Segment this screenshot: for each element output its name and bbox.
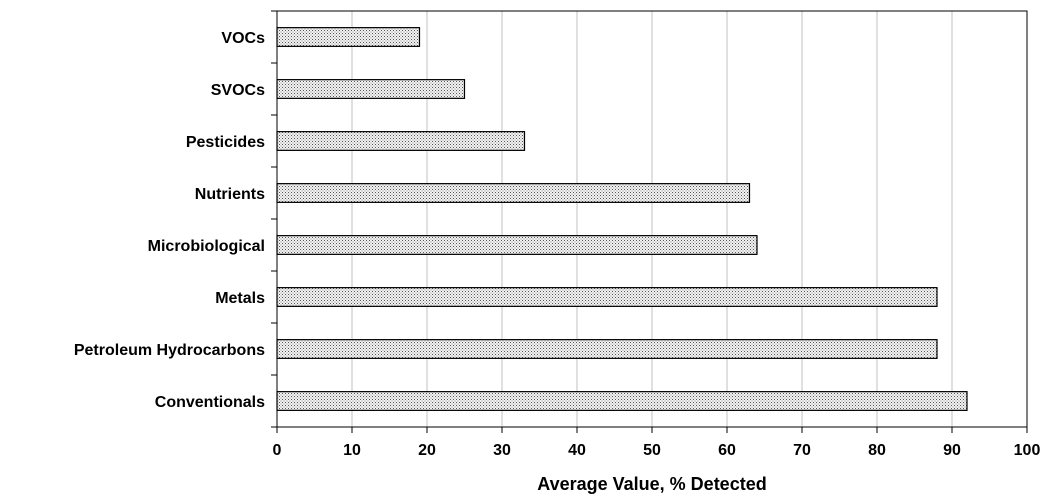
axes <box>271 10 1028 433</box>
bar-conventionals <box>276 391 968 411</box>
x-tick-label: 30 <box>493 442 511 459</box>
x-tick-label: 40 <box>568 442 586 459</box>
x-tick-label: 50 <box>643 442 661 459</box>
x-tick-label: 100 <box>1014 442 1041 459</box>
bars <box>276 27 968 411</box>
x-tick-label: 20 <box>418 442 436 459</box>
bar-microbiological <box>276 235 758 255</box>
category-label: SVOCs <box>211 82 265 99</box>
x-tick-label: 0 <box>273 442 282 459</box>
bar-nutrients <box>276 183 751 203</box>
category-label: Conventionals <box>155 394 265 411</box>
x-tick-label: 10 <box>343 442 361 459</box>
category-label: Metals <box>215 290 265 307</box>
category-label: VOCs <box>221 30 265 47</box>
bar-svocs <box>276 79 466 99</box>
x-tick-label: 60 <box>718 442 736 459</box>
bar-metals <box>276 287 938 307</box>
x-tick-label: 70 <box>793 442 811 459</box>
bar-petroleum-hydrocarbons <box>276 339 938 359</box>
labels: 0 10 20 30 40 50 60 70 80 90 100 VOCs SVOCs Pesticide… <box>74 30 1041 459</box>
category-label: Microbiological <box>148 238 265 255</box>
bar-vocs <box>276 27 421 47</box>
x-tick-label: 80 <box>868 442 886 459</box>
x-axis-title: Average Value, % Detected <box>537 474 766 494</box>
bar-pesticides <box>276 131 526 151</box>
x-tick-label: 90 <box>943 442 961 459</box>
category-label: Pesticides <box>186 134 265 151</box>
category-label: Petroleum Hydrocarbons <box>74 342 265 359</box>
category-label: Nutrients <box>195 186 265 203</box>
gridlines <box>351 11 953 427</box>
